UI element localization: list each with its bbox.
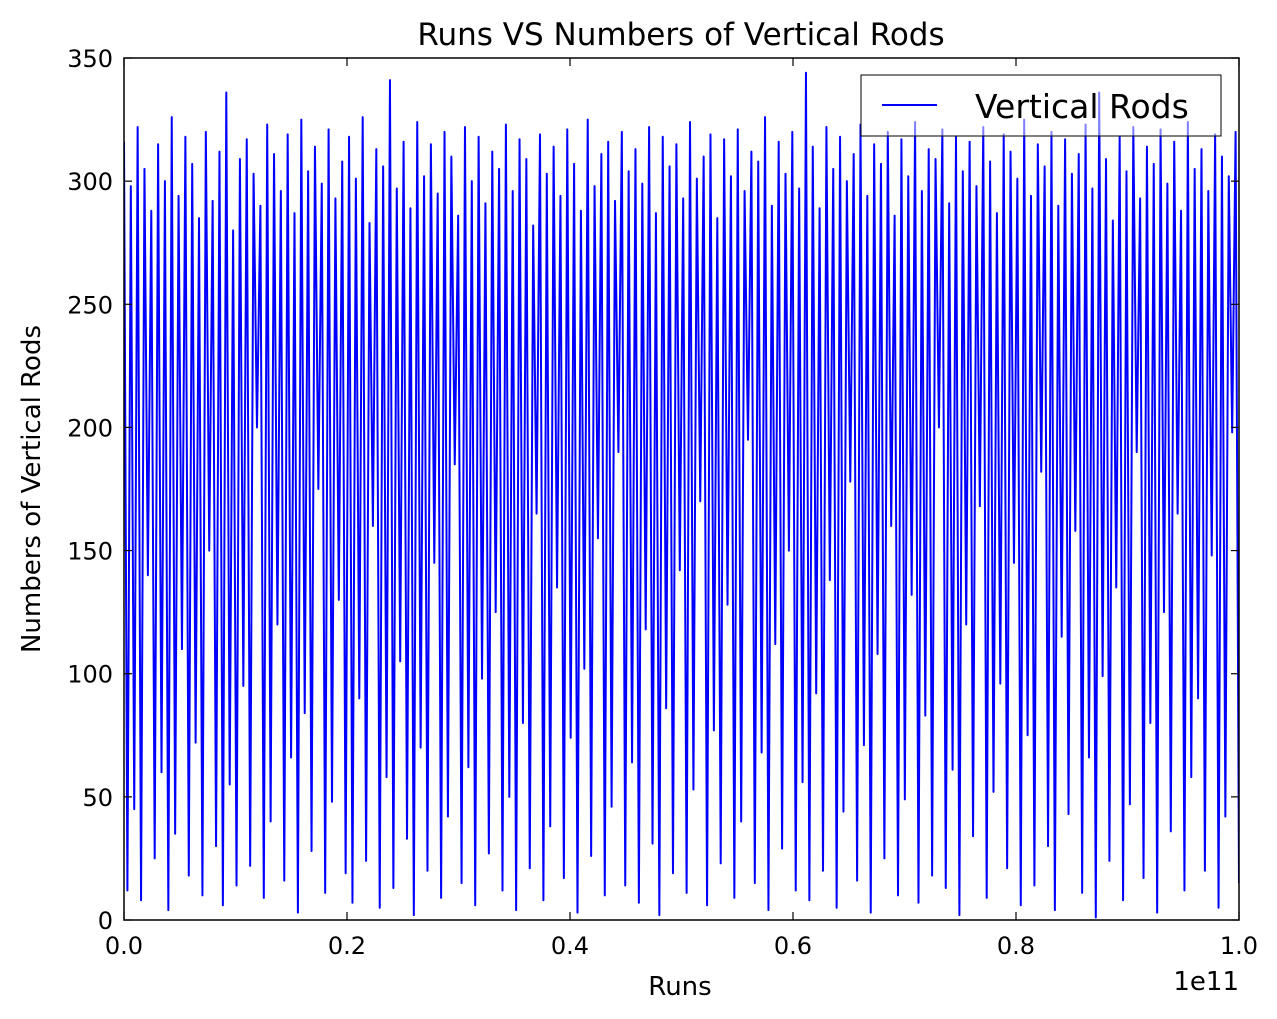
plot-area xyxy=(124,71,1239,919)
x-tick-label: 0.2 xyxy=(328,932,366,960)
x-tick-label: 0.4 xyxy=(551,932,589,960)
y-tick-label: 200 xyxy=(67,414,113,442)
y-tick-label: 300 xyxy=(67,168,113,196)
legend: Vertical Rods xyxy=(860,74,1222,137)
y-tick-label: 250 xyxy=(67,291,113,319)
y-tick-label: 0 xyxy=(98,907,113,935)
chart-title: Runs VS Numbers of Vertical Rods xyxy=(417,17,944,53)
x-tick-label: 0.8 xyxy=(997,932,1035,960)
plot-frame xyxy=(123,57,1240,921)
x-tick-label: 0.0 xyxy=(105,932,143,960)
y-tick-label: 100 xyxy=(67,661,113,689)
y-tick-label: 350 xyxy=(67,45,113,73)
x-tick-label: 1.0 xyxy=(1220,932,1258,960)
series-line-0 xyxy=(124,71,1239,919)
legend-entry-label: Vertical Rods xyxy=(975,87,1189,126)
axis-ticks: 0.0 0.2 0.4 0.6 0.8 1.0 0 50 100 150 200 250 300 350 xyxy=(67,45,1258,960)
x-axis-offset-label: 1e11 xyxy=(1173,967,1239,997)
x-tick-label: 0.6 xyxy=(774,932,812,960)
y-axis-label: Numbers of Vertical Rods xyxy=(17,325,47,653)
y-tick-label: 150 xyxy=(67,538,113,566)
y-tick-label: 50 xyxy=(82,784,113,812)
x-axis-label: Runs xyxy=(648,972,711,1002)
